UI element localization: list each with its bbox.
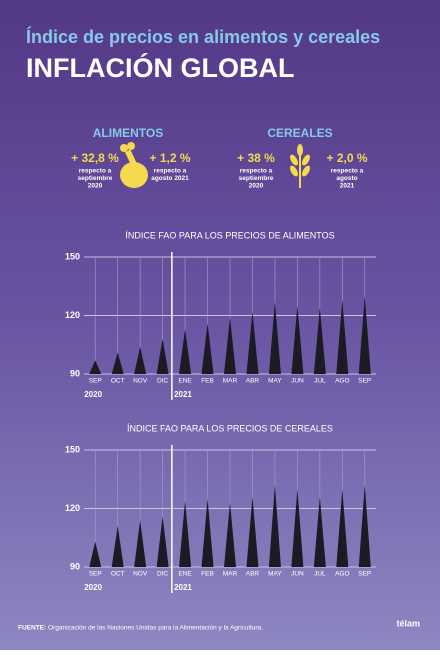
y-tick-label: 120 — [65, 310, 80, 320]
chart-title: ÍNDICE FAO PARA LOS PRECIOS DE CEREALES — [127, 423, 333, 433]
x-tick-label: AGO — [335, 378, 349, 385]
spike — [291, 305, 304, 374]
x-tick-label: SEP — [358, 571, 371, 578]
source-text: Organización de las Naciones Unidas para… — [48, 625, 263, 632]
y-tick-label: 150 — [65, 251, 80, 261]
spike — [358, 296, 371, 374]
source-label: FUENTE: — [18, 625, 46, 632]
x-tick-label: ABR — [246, 571, 260, 578]
x-tick-label: MAR — [223, 571, 238, 578]
y-tick-label: 90 — [70, 368, 80, 378]
stat-label: ALIMENTOS — [93, 126, 163, 140]
stat-value: + 1,2 % — [149, 151, 190, 165]
spike — [224, 502, 236, 567]
stat-label: CEREALES — [267, 126, 332, 140]
spike — [156, 516, 169, 567]
x-tick-label: NOV — [133, 378, 148, 385]
spike — [179, 500, 192, 567]
stat-note: septiembre — [78, 175, 113, 182]
x-tick-label: JUL — [314, 571, 326, 578]
spike — [134, 346, 147, 374]
stat-note: 2021 — [340, 183, 355, 190]
x-tick-label: ENE — [178, 571, 192, 578]
x-tick-label: DIC — [157, 571, 169, 578]
spike — [268, 485, 281, 567]
y-tick-label: 120 — [65, 503, 80, 513]
spike — [313, 307, 326, 374]
stat-note: agosto 2021 — [151, 175, 189, 182]
y-tick-label: 150 — [65, 444, 80, 454]
spike — [313, 496, 326, 567]
x-tick-label: NOV — [133, 571, 148, 578]
x-tick-label: JUN — [291, 571, 304, 578]
chart-title: ÍNDICE FAO PARA LOS PRECIOS DE ALIMENTOS — [125, 230, 334, 240]
x-tick-label: FEB — [201, 378, 214, 385]
wheat-icon — [290, 144, 310, 188]
spike — [89, 541, 102, 567]
stat-value: + 38 % — [237, 151, 275, 165]
year-label: 2021 — [174, 390, 192, 399]
x-tick-label: JUN — [291, 378, 304, 385]
stat-note: respecto a — [331, 168, 364, 175]
spike — [268, 301, 281, 374]
stat-note: respecto a — [240, 168, 273, 175]
y-tick-label: 90 — [70, 561, 80, 571]
year-label: 2020 — [84, 390, 102, 399]
stat-note: agosto — [336, 175, 357, 182]
spike — [111, 352, 124, 374]
x-tick-label: FEB — [201, 571, 214, 578]
x-tick-label: SEP — [89, 571, 102, 578]
x-tick-label: SEP — [358, 378, 371, 385]
x-tick-label: MAY — [268, 571, 282, 578]
x-tick-label: SEP — [89, 378, 102, 385]
x-tick-label: MAY — [268, 378, 282, 385]
x-tick-label: OCT — [111, 378, 125, 385]
stat-note: septiembre — [239, 175, 274, 182]
spike — [246, 311, 259, 374]
x-tick-label: OCT — [111, 571, 125, 578]
stat-note: respecto a — [79, 168, 112, 175]
x-tick-label: ENE — [178, 378, 192, 385]
stat-note: 2020 — [88, 183, 103, 190]
x-tick-label: AGO — [335, 571, 349, 578]
year-label: 2020 — [84, 583, 102, 592]
subtitle: Índice de precios en alimentos y cereale… — [26, 26, 380, 47]
spike — [201, 323, 214, 374]
spike — [156, 338, 169, 374]
spike — [111, 526, 124, 567]
spike — [336, 489, 349, 567]
stat-value: + 2,0 % — [326, 151, 367, 165]
spike — [201, 498, 214, 567]
spike — [291, 489, 304, 567]
stat-note: respecto a — [154, 168, 187, 175]
stat-value: + 32,8 % — [71, 151, 119, 165]
title: INFLACIÓN GLOBAL — [26, 52, 294, 83]
spike — [246, 496, 259, 567]
spike — [336, 299, 349, 374]
x-tick-label: MAR — [223, 378, 238, 385]
x-tick-label: DIC — [157, 378, 169, 385]
stat-note: 2020 — [249, 183, 264, 190]
chicken-icon — [120, 142, 148, 188]
x-tick-label: ABR — [246, 378, 260, 385]
logo: télam — [396, 618, 420, 628]
spike — [179, 329, 192, 374]
x-tick-label: JUL — [314, 378, 326, 385]
spike — [224, 317, 236, 374]
spike — [358, 485, 371, 567]
spike — [89, 360, 102, 374]
year-label: 2021 — [174, 583, 192, 592]
spike — [134, 520, 147, 567]
